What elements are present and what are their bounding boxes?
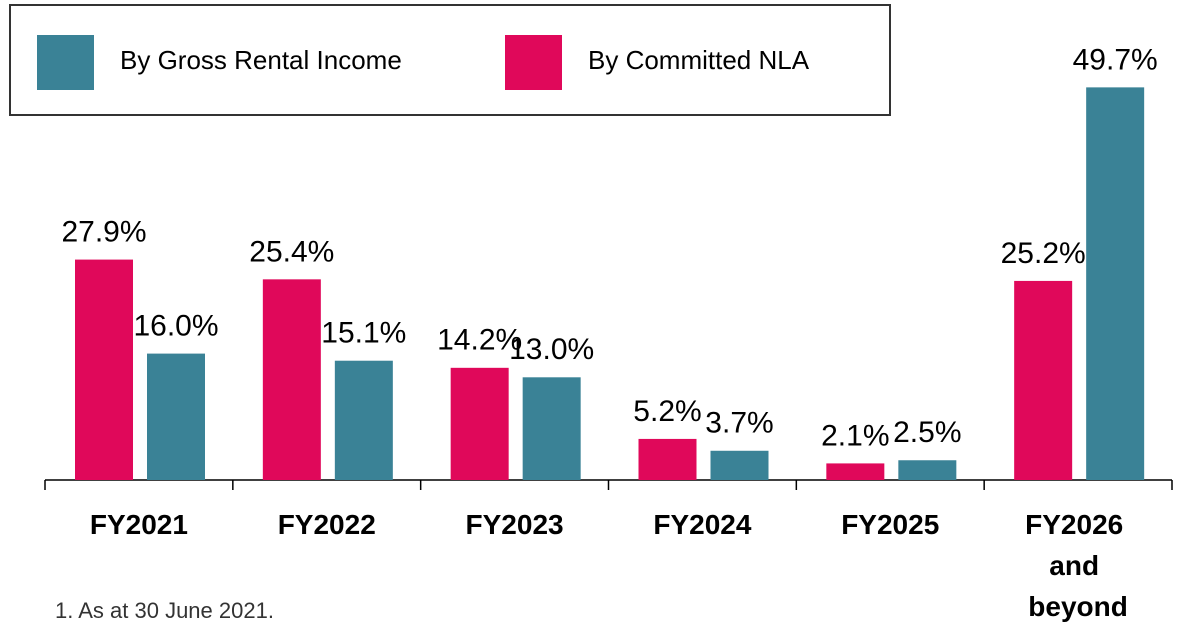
bar [826,463,885,480]
value-label: 49.7% [1073,43,1158,76]
legend-swatch [37,35,94,90]
value-label: 25.4% [249,235,334,268]
bar [638,438,697,480]
bar [334,360,393,480]
value-label: 16.0% [133,310,218,343]
bar [1086,87,1145,481]
bar [262,279,321,480]
value-label: 13.0% [509,333,594,366]
legend-swatch [505,35,562,90]
x-tick-label: FY2023 [466,509,564,540]
bar [710,450,769,480]
x-tick-label: FY2026 and beyond [1025,509,1131,622]
legend-label: By Committed NLA [588,45,810,75]
value-label: 25.2% [1001,237,1086,270]
x-tick-label: FY2025 [841,509,939,540]
value-label: 5.2% [633,395,701,428]
x-tick-label: FY2024 [653,509,751,540]
bar [1014,280,1073,480]
legend-label: By Gross Rental Income [120,45,402,75]
bar [75,259,133,480]
value-label: 15.1% [321,317,406,350]
bar [147,353,205,480]
footnote: 1. As at 30 June 2021. [55,598,274,623]
legend-box [9,4,891,116]
bar [450,367,509,480]
value-label: 2.1% [821,419,889,452]
x-tick-label: FY2022 [278,509,376,540]
value-label: 27.9% [61,216,146,249]
value-label: 3.7% [705,407,773,440]
value-label: 14.2% [437,324,522,357]
value-label: 2.5% [893,416,961,449]
x-tick-label: FY2021 [90,509,188,540]
bar [522,377,581,480]
bar [898,460,957,480]
